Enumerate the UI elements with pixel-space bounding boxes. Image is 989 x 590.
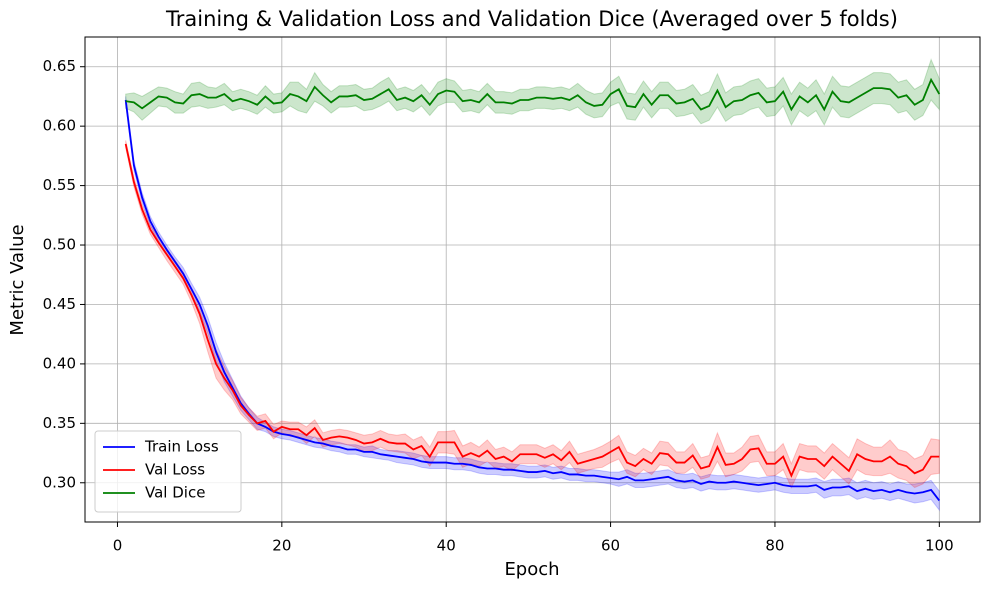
legend-box <box>94 430 242 513</box>
x-tick-label: 0 <box>113 537 123 555</box>
series-line <box>124 99 941 502</box>
x-tick-label: 20 <box>272 537 291 555</box>
y-axis-label: Metric Value <box>7 224 28 335</box>
series-line <box>125 77 941 112</box>
x-axis-label: Epoch <box>504 559 559 580</box>
y-tick-label: 0.50 <box>43 236 76 254</box>
x-tick-label: 100 <box>925 537 954 555</box>
y-tick-label: 0.40 <box>43 354 76 372</box>
error-band <box>125 58 940 127</box>
x-tick-label: 80 <box>765 537 784 555</box>
y-tick-label: 0.35 <box>43 414 76 432</box>
x-tick-label: 40 <box>437 537 456 555</box>
y-tick-label: 0.65 <box>43 57 76 75</box>
legend-label: Train Loss <box>144 438 219 456</box>
error-band <box>125 96 940 512</box>
legend-label: Val Loss <box>145 461 205 479</box>
plot-frame <box>84 36 981 523</box>
y-tick-label: 0.60 <box>43 117 76 135</box>
legend-label: Val Dice <box>145 484 205 502</box>
x-tick-label: 60 <box>601 537 620 555</box>
legend: Train Loss Val Loss Val Dice <box>94 430 242 513</box>
y-tick-label: 0.55 <box>43 176 76 194</box>
y-tick-label: 0.30 <box>43 473 76 491</box>
y-tick-label: 0.45 <box>43 295 76 313</box>
error-band <box>125 140 940 489</box>
chart-title: Training & Validation Loss and Validatio… <box>165 7 898 31</box>
series-line <box>124 143 940 478</box>
